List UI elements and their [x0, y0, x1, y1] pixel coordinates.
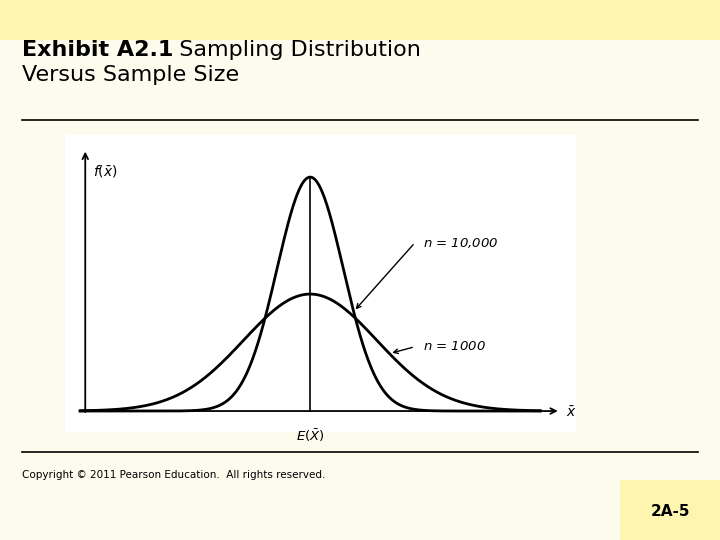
- Text: $\bar{x}$: $\bar{x}$: [566, 406, 577, 420]
- Bar: [0, 0, 720, 40]
- Text: $f(\bar{x})$: $f(\bar{x})$: [93, 163, 117, 179]
- Text: 2A-5: 2A-5: [650, 504, 690, 519]
- Text: $n$ = 10,000: $n$ = 10,000: [423, 235, 498, 249]
- Text: Sampling Distribution: Sampling Distribution: [165, 40, 421, 60]
- Text: Versus Sample Size: Versus Sample Size: [22, 65, 239, 85]
- Text: $n$ = 1000: $n$ = 1000: [423, 340, 485, 353]
- Bar: [620, 480, 720, 540]
- Text: Copyright © 2011 Pearson Education.  All rights reserved.: Copyright © 2011 Pearson Education. All …: [22, 470, 325, 480]
- Text: $E(\bar{X})$: $E(\bar{X})$: [296, 427, 325, 444]
- Text: Exhibit A2.1: Exhibit A2.1: [22, 40, 174, 60]
